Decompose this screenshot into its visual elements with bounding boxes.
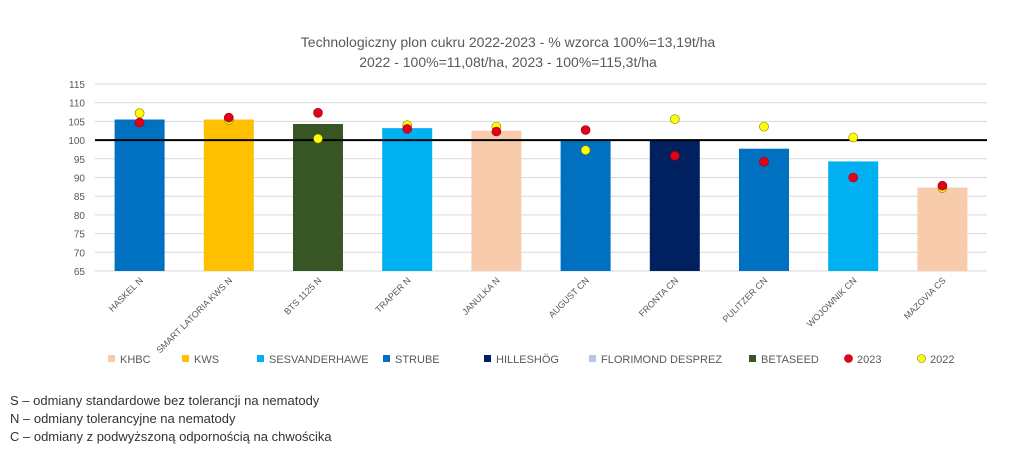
chart-title-line1: Technologiczny plon cukru 2022-2023 - % … — [301, 34, 716, 50]
legend-label: KWS — [194, 354, 219, 366]
legend-swatch — [589, 355, 596, 362]
legend-swatch — [108, 355, 115, 362]
legend-swatch — [182, 355, 189, 362]
legend-label: 2022 — [930, 354, 954, 366]
legend-label: SESVANDERHAWE — [269, 354, 369, 366]
y-tick-label: 80 — [74, 211, 86, 222]
point-2022 — [669, 114, 680, 124]
point-2023 — [759, 156, 769, 167]
point-2023 — [848, 172, 859, 183]
x-tick-label: HASKEL N — [107, 275, 145, 313]
footnote-s: S – odmiany standardowe bez tolerancji n… — [10, 393, 320, 408]
y-tick-label: 70 — [74, 248, 86, 259]
legend-swatch — [383, 355, 390, 362]
y-tick-label: 105 — [68, 117, 85, 128]
point-2023 — [937, 180, 948, 191]
x-tick-label: FRONTA CN — [637, 275, 680, 318]
x-tick-label: AUGUST CN — [547, 275, 591, 319]
legend-swatch — [257, 355, 264, 362]
x-tick-label: SMART LATORIA KWS N — [154, 275, 234, 355]
point-2022 — [134, 108, 145, 118]
legend-label: FLORIMOND DESPREZ — [601, 354, 722, 366]
legend-label: STRUBE — [395, 354, 440, 366]
y-tick-label: 90 — [74, 174, 86, 185]
legend-label: HILLESHÖG — [496, 354, 559, 366]
point-2023 — [402, 124, 413, 134]
point-2022 — [580, 145, 591, 155]
chart-title-line2: 2022 - 100%=11,08t/ha, 2023 - 100%=115,3… — [359, 54, 657, 70]
bar — [382, 128, 433, 271]
x-tick-label: BTS 1125 N — [282, 275, 323, 316]
y-tick-label: 75 — [74, 230, 86, 241]
legend-swatch — [749, 355, 756, 362]
legend-label: 2023 — [857, 354, 881, 366]
y-tick-label: 100 — [68, 136, 85, 147]
point-2023 — [669, 151, 680, 161]
x-tick-label: MAZOVIA CS — [902, 275, 948, 321]
x-tick-label: WOJOWNIK CN — [805, 275, 859, 329]
y-tick-label: 115 — [69, 80, 85, 91]
bar — [917, 187, 968, 271]
point-2022 — [759, 121, 769, 132]
chart: Technologiczny plon cukru 2022-2023 - % … — [68, 34, 987, 366]
y-tick-label: 85 — [74, 192, 86, 203]
legend-label: BETASEED — [761, 354, 819, 366]
point-2023 — [491, 126, 502, 137]
point-2023 — [313, 107, 323, 118]
x-tick-label: JANULKA N — [460, 275, 502, 317]
bar — [293, 124, 343, 271]
point-2023 — [134, 117, 145, 128]
bar — [739, 148, 789, 271]
legend-swatch — [484, 355, 491, 362]
bar — [114, 119, 165, 271]
y-tick-label: 65 — [74, 267, 86, 278]
legend-swatch — [917, 354, 926, 363]
y-tick-label: 110 — [69, 99, 85, 110]
point-2023 — [224, 112, 234, 123]
bar — [203, 119, 254, 271]
footnote-c: C – odmiany z podwyższoną odpornością na… — [10, 429, 332, 444]
x-tick-label: PULITZER CN — [721, 275, 770, 324]
legend-swatch — [844, 354, 853, 363]
bar — [471, 130, 522, 271]
footnotes: S – odmiany standardowe bez tolerancji n… — [10, 392, 332, 446]
point-2022 — [848, 132, 859, 143]
y-tick-label: 95 — [74, 155, 86, 166]
x-tick-label: TRAPER N — [373, 275, 412, 314]
footnote-n: N – odmiany tolerancyjne na nematody — [10, 411, 236, 426]
bar — [649, 140, 700, 271]
point-2022 — [313, 133, 323, 144]
point-2023 — [580, 125, 591, 135]
bar — [560, 139, 611, 271]
legend-label: KHBC — [120, 354, 151, 366]
